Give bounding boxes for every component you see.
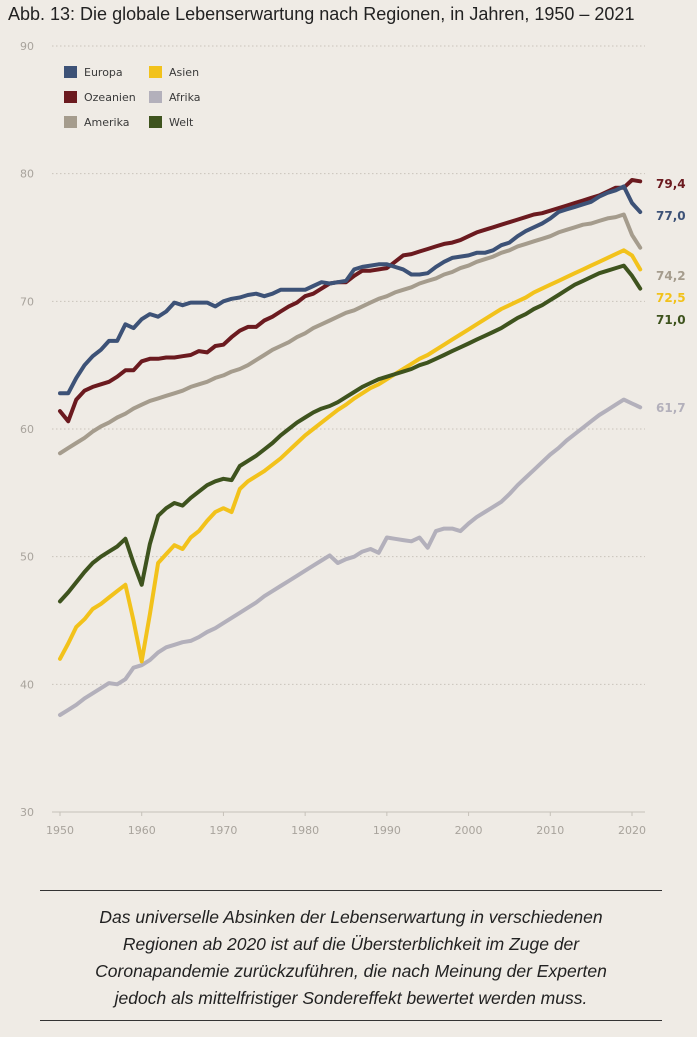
series-line-afrika	[58, 397, 643, 717]
line-chart: 30 40 50 60 70 80 90 1950 1960 1970 1980 1990 2000 2…	[20, 40, 686, 837]
series-line-asien	[58, 248, 643, 664]
caption-line: Coronapandemie zurückzuführen, die nach …	[95, 961, 607, 981]
legend-label-welt: Welt	[169, 116, 194, 129]
y-tick-label: 50	[20, 551, 34, 564]
y-tick-label: 30	[20, 806, 34, 819]
x-tick-label: 1970	[209, 824, 237, 837]
caption-line: jedoch als mittelfristiger Sondereffekt …	[114, 988, 588, 1008]
y-tick-label: 90	[20, 40, 34, 53]
y-axis-ticks: 30 40 50 60 70 80 90	[20, 40, 34, 819]
legend-swatch-amerika	[64, 116, 77, 128]
legend-swatch-ozeanien	[64, 91, 77, 103]
end-label-amerika: 74,2	[656, 269, 686, 283]
series-line-ozeanien	[58, 178, 643, 424]
chart-title: Abb. 13: Die globale Lebenserwartung nac…	[8, 4, 635, 24]
legend-label-amerika: Amerika	[84, 116, 130, 129]
end-label-afrika: 61,7	[656, 401, 686, 415]
caption: Das universelle Absinken der Lebenserwar…	[40, 904, 662, 1012]
legend-label-asien: Asien	[169, 66, 199, 79]
legend-label-europa: Europa	[84, 66, 123, 79]
caption-bottom-rule	[40, 1020, 662, 1021]
series-line-welt	[58, 263, 643, 604]
caption-line: Das universelle Absinken der Lebenserwar…	[99, 907, 603, 927]
legend-label-afrika: Afrika	[169, 91, 201, 104]
x-tick-label: 1980	[291, 824, 319, 837]
x-tick-label: 1960	[128, 824, 156, 837]
x-tick-label: 1990	[373, 824, 401, 837]
end-label-europa: 77,0	[656, 209, 686, 223]
legend-swatch-afrika	[149, 91, 162, 103]
x-tick-label: 2020	[618, 824, 646, 837]
series-line-europa	[58, 184, 643, 396]
gridlines	[52, 45, 645, 685]
legend-label-ozeanien: Ozeanien	[84, 91, 136, 104]
end-label-welt: 71,0	[656, 313, 686, 327]
end-label-ozeanien: 79,4	[656, 177, 686, 191]
caption-line: Regionen ab 2020 ist auf die Übersterbli…	[122, 934, 580, 954]
y-tick-label: 40	[20, 678, 34, 691]
legend-swatch-asien	[149, 66, 162, 78]
series-lines	[58, 178, 643, 717]
y-tick-label: 60	[20, 423, 34, 436]
caption-top-rule	[40, 890, 662, 891]
y-tick-label: 70	[20, 295, 34, 308]
legend: Europa Ozeanien Amerika Asien Afrika Welt	[64, 66, 201, 129]
series-line-amerika	[58, 212, 643, 456]
legend-swatch-europa	[64, 66, 77, 78]
end-label-asien: 72,5	[656, 291, 686, 305]
x-tick-label: 2010	[536, 824, 564, 837]
x-tick-label: 2000	[455, 824, 483, 837]
y-tick-label: 80	[20, 168, 34, 181]
end-labels: 77,0 79,4 74,2 72,5 61,7 71,0	[656, 177, 686, 415]
x-tick-label: 1950	[46, 824, 74, 837]
x-axis-ticks: 1950 1960 1970 1980 1990 2000 2010 2020	[46, 812, 646, 837]
legend-swatch-welt	[149, 116, 162, 128]
